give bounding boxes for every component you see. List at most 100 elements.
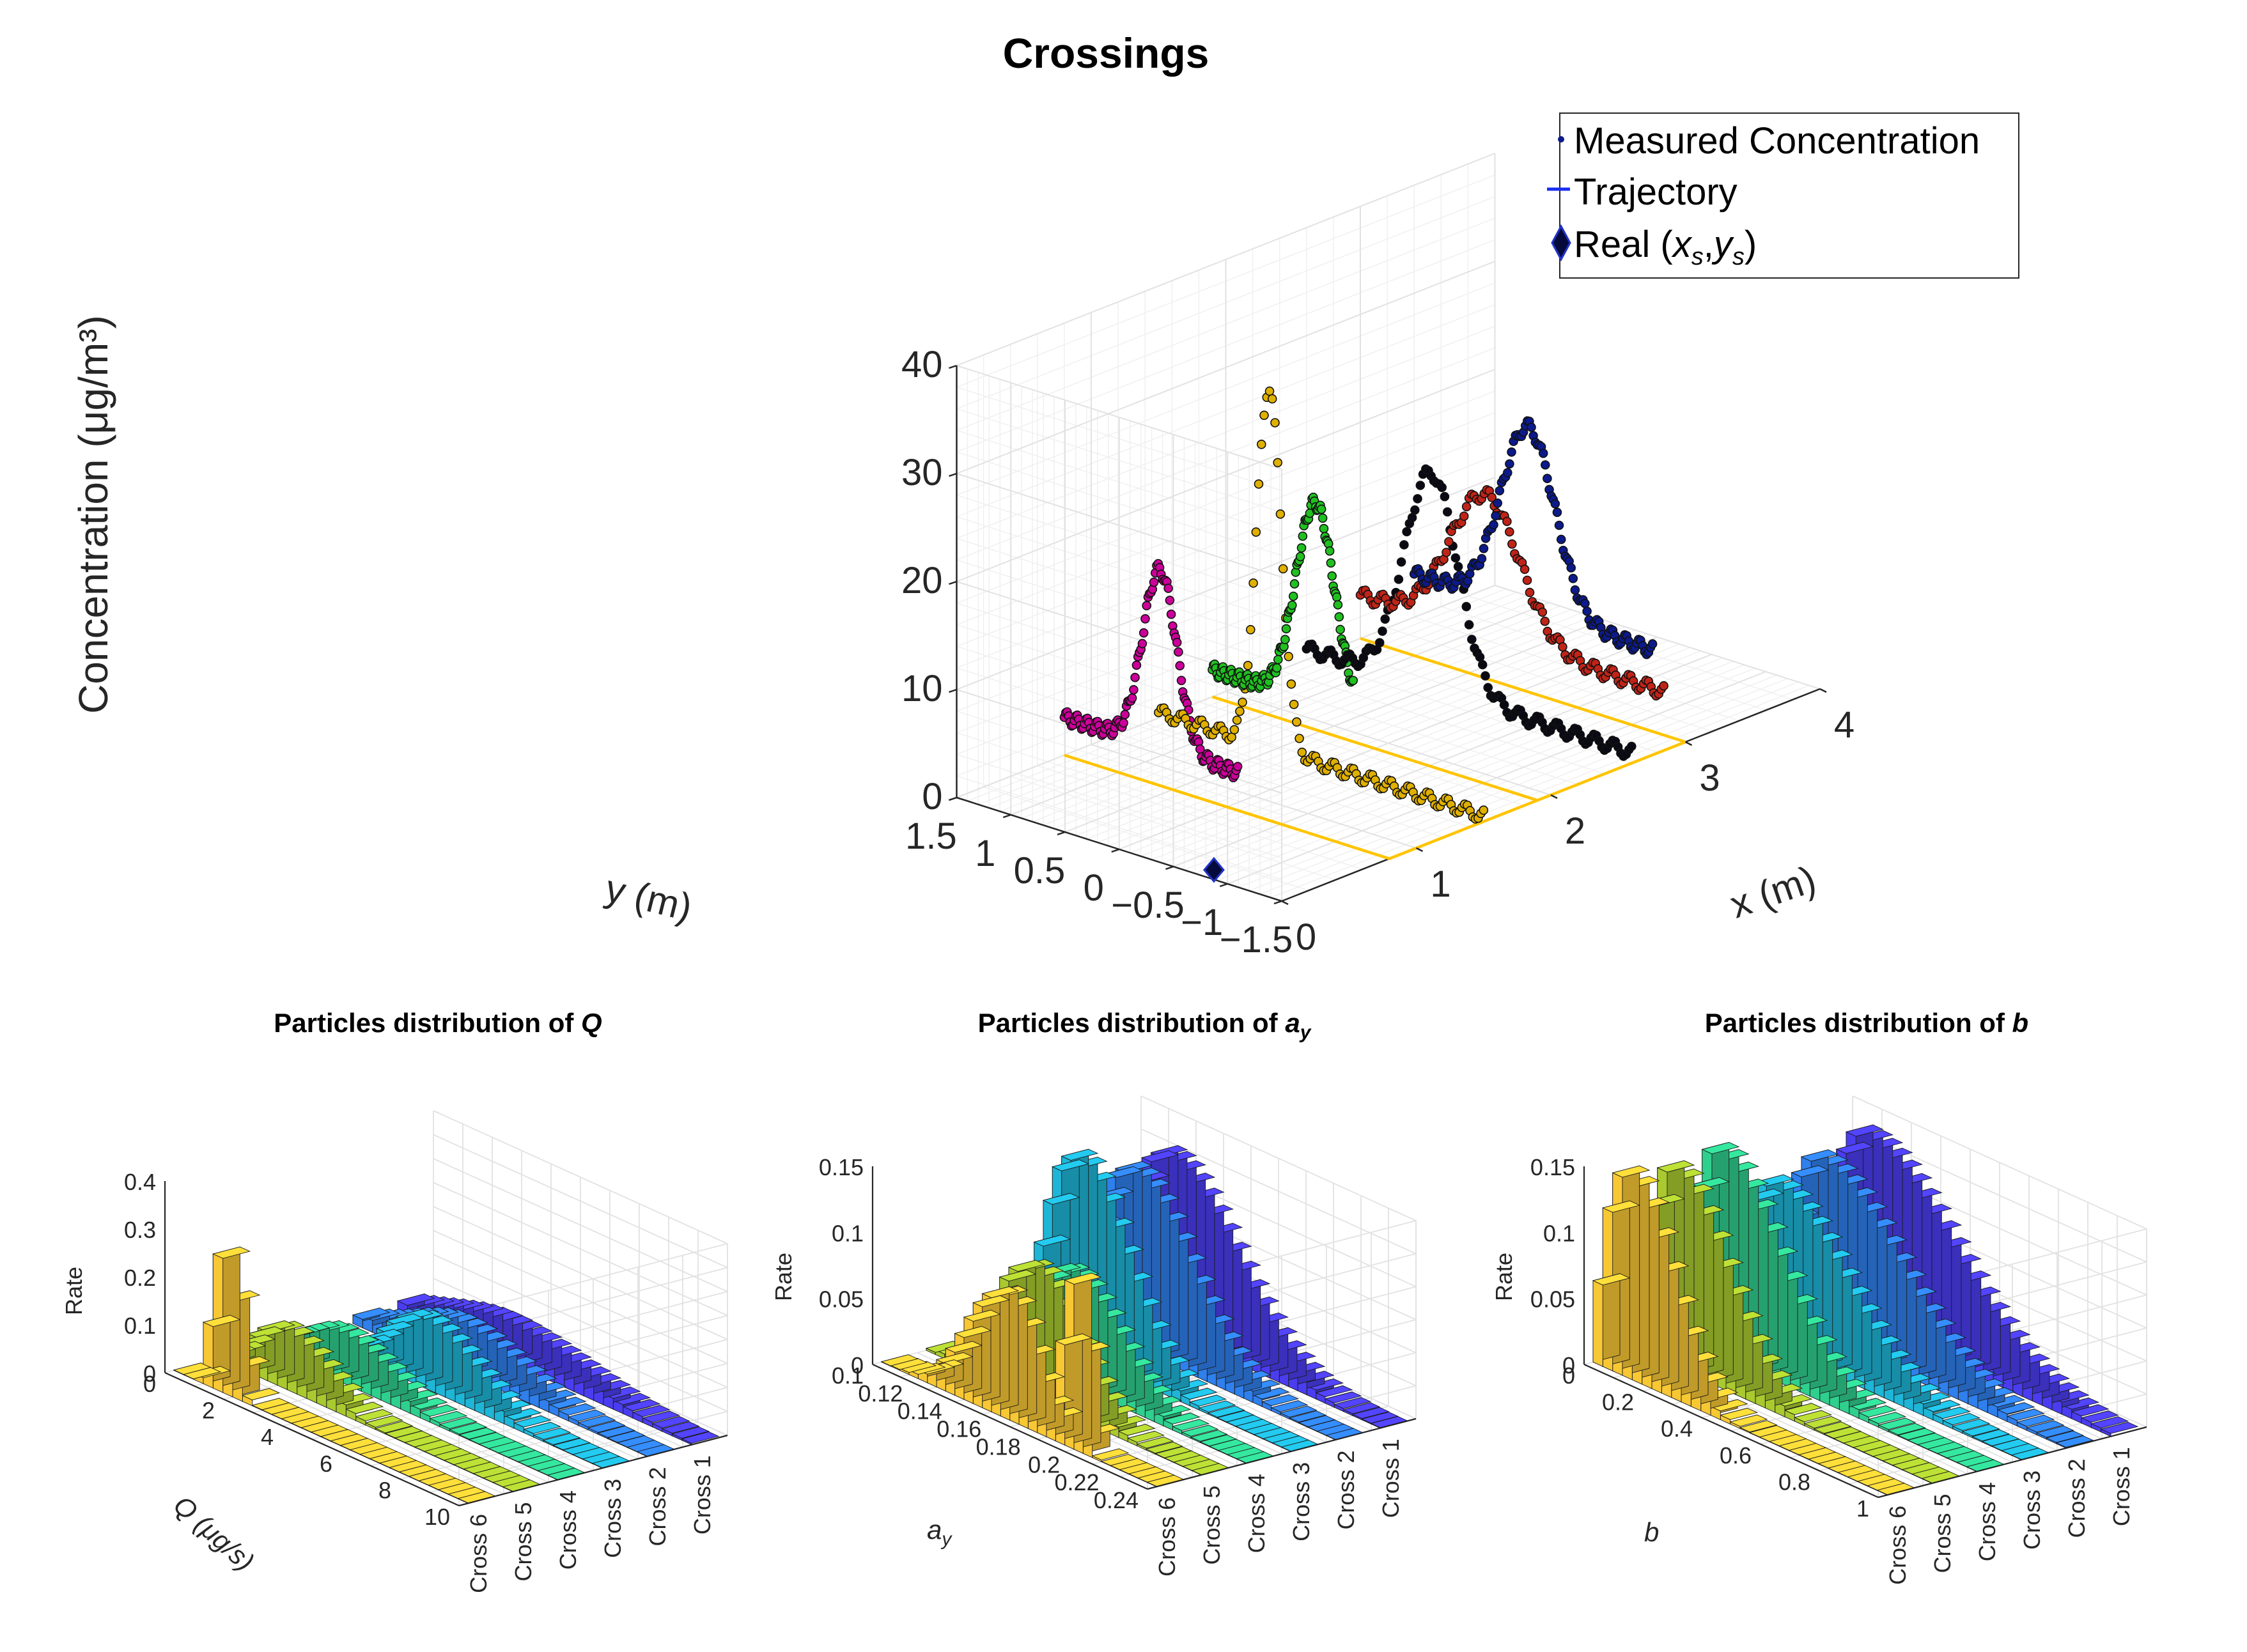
main-measured-point xyxy=(1295,552,1305,562)
subplot-bar-top xyxy=(944,1341,983,1353)
main-measured-point xyxy=(1505,527,1514,537)
main-title: Crossings xyxy=(1003,29,1209,77)
main-measured-point xyxy=(1493,498,1502,508)
main-measured-point xyxy=(1248,578,1258,588)
subplot-bar-top xyxy=(1042,1193,1080,1205)
subplot-bar-top xyxy=(1279,1405,1318,1417)
subplot-x-tick-label: 0.16 xyxy=(937,1416,981,1442)
subplot-bar-top xyxy=(1171,1419,1210,1431)
main-y-tick xyxy=(1165,865,1174,870)
subplot-bar-top xyxy=(1181,1424,1219,1437)
subplot-series-label: Cross 6 xyxy=(1885,1506,1911,1585)
subplot-bar-top xyxy=(1719,1407,1759,1420)
subplot-series-label: Cross 1 xyxy=(1378,1439,1404,1518)
main-measured-points xyxy=(1059,386,1668,824)
subplot-bar-top xyxy=(1288,1410,1327,1423)
main-gridline xyxy=(1064,619,1604,833)
subplot-series-label: Cross 5 xyxy=(1929,1494,1955,1573)
main-measured-point xyxy=(1394,575,1404,584)
subplot-bar-top xyxy=(1351,1407,1390,1419)
subplot-bar-top xyxy=(2026,1420,2065,1433)
main-z-tick-label: 20 xyxy=(901,560,943,601)
main-z-tick xyxy=(949,796,957,801)
subplot-x-tick-label: 2 xyxy=(202,1398,215,1424)
main-measured-point xyxy=(1332,592,1342,602)
subplot-series-label: Cross 1 xyxy=(2108,1447,2134,1526)
main-x-tick xyxy=(1281,900,1289,906)
subplot-bar-top xyxy=(1784,1403,1823,1416)
subplot-series-label: Cross 4 xyxy=(1243,1474,1270,1553)
main-measured-point xyxy=(1176,675,1186,686)
subplot-q-zlabel: Rate xyxy=(61,1267,87,1315)
subplot-gridline xyxy=(1147,1385,1417,1457)
main-measured-point xyxy=(1130,672,1140,683)
subplot-bar-front xyxy=(203,1322,214,1389)
subplot-bar-top xyxy=(1996,1402,2035,1415)
main-measured-point xyxy=(1459,511,1469,521)
main-measured-point xyxy=(1273,458,1282,468)
subplot-bar-top xyxy=(622,1399,661,1412)
subplot-z-tick-label: 0.15 xyxy=(1530,1154,1575,1180)
subplot-bar-top xyxy=(1907,1433,1946,1445)
main-trajectory-connector xyxy=(1388,740,1686,860)
subplot-bar-top xyxy=(375,1321,415,1334)
subplot-q-ticks: 0 2 4 6 8 10 0 0.1 0.2 0.3 0.4 Cross 6 Cross 5 Cross … xyxy=(124,1169,715,1593)
subplot-bar-top xyxy=(1793,1410,1833,1423)
main-measured-point xyxy=(1175,661,1185,670)
main-measured-point xyxy=(1477,660,1488,670)
subplot-bar-top xyxy=(954,1326,992,1338)
main-measured-point xyxy=(1489,520,1498,530)
subplot-x-tick-label: 0.18 xyxy=(976,1433,1021,1460)
subplot-bar-top xyxy=(1709,1399,1748,1412)
main-measured-point xyxy=(1374,638,1385,648)
subplot-x-tick-label: 0 xyxy=(143,1371,156,1397)
main-measured-point xyxy=(1479,805,1489,815)
subplot-bar-top xyxy=(616,1435,655,1447)
subplot-bar-top xyxy=(1791,1165,1830,1178)
main-measured-point xyxy=(1139,628,1149,638)
main-measured-point xyxy=(1467,635,1477,644)
main-measured-point xyxy=(1647,639,1658,649)
subplot-b-zlabel: Rate xyxy=(1491,1253,1517,1301)
subplot-bar-top xyxy=(1145,1441,1183,1454)
subplot-ay-distribution: Particles distribution of ay 0.10.120.14… xyxy=(770,1008,1417,1577)
subplot-bar-top xyxy=(385,1313,424,1326)
main-measured-point xyxy=(1251,527,1261,537)
subplot-bar-top xyxy=(1867,1412,1907,1424)
subplot-bar-top xyxy=(972,1295,1011,1308)
main-measured-point xyxy=(1119,718,1128,728)
main-z-tick-label: 30 xyxy=(901,452,943,493)
main-measured-point xyxy=(1232,762,1243,771)
subplot-series-label: Cross 5 xyxy=(1199,1486,1225,1565)
main-measured-point xyxy=(1275,509,1286,519)
main-measured-point xyxy=(1507,447,1516,457)
legend-entry-trajectory: Trajectory xyxy=(1574,171,1738,213)
subplot-x-tick-label: 0.24 xyxy=(1094,1487,1139,1513)
main-measured-point xyxy=(1296,543,1307,553)
subplot-gridline xyxy=(433,1182,728,1316)
subplot-gridline xyxy=(433,1254,728,1388)
subplot-bar-top xyxy=(1126,1430,1165,1443)
main-measured-point xyxy=(1483,683,1493,693)
subplot-x-axis-line xyxy=(872,1363,1148,1490)
subplot-series-axis-line xyxy=(1147,1417,1417,1490)
main-measured-point xyxy=(1479,543,1489,553)
subplot-bar-top xyxy=(651,1416,690,1428)
main-measured-point xyxy=(1272,663,1282,673)
main-measured-point xyxy=(1580,598,1590,608)
subplot-bar-top xyxy=(999,1269,1037,1282)
subplot-x-tick-label: 4 xyxy=(261,1424,274,1450)
main-measured-point xyxy=(1502,516,1512,527)
subplot-bar-top xyxy=(1360,1412,1399,1424)
subplot-bar-top xyxy=(2080,1410,2119,1423)
subplot-bar-top xyxy=(419,1405,458,1417)
subplot-ay-xlabel: ay xyxy=(927,1515,952,1550)
subplot-bar-top xyxy=(1007,1260,1046,1272)
subplot-bar-top xyxy=(2055,1435,2094,1448)
subplot-bar-top xyxy=(1601,1200,1641,1213)
subplot-bar-top xyxy=(671,1426,710,1439)
main-measured-point xyxy=(1568,573,1578,583)
subplot-bar-top xyxy=(2016,1414,2055,1427)
main-measured-point xyxy=(1235,706,1245,716)
main-measured-point xyxy=(1295,734,1304,743)
